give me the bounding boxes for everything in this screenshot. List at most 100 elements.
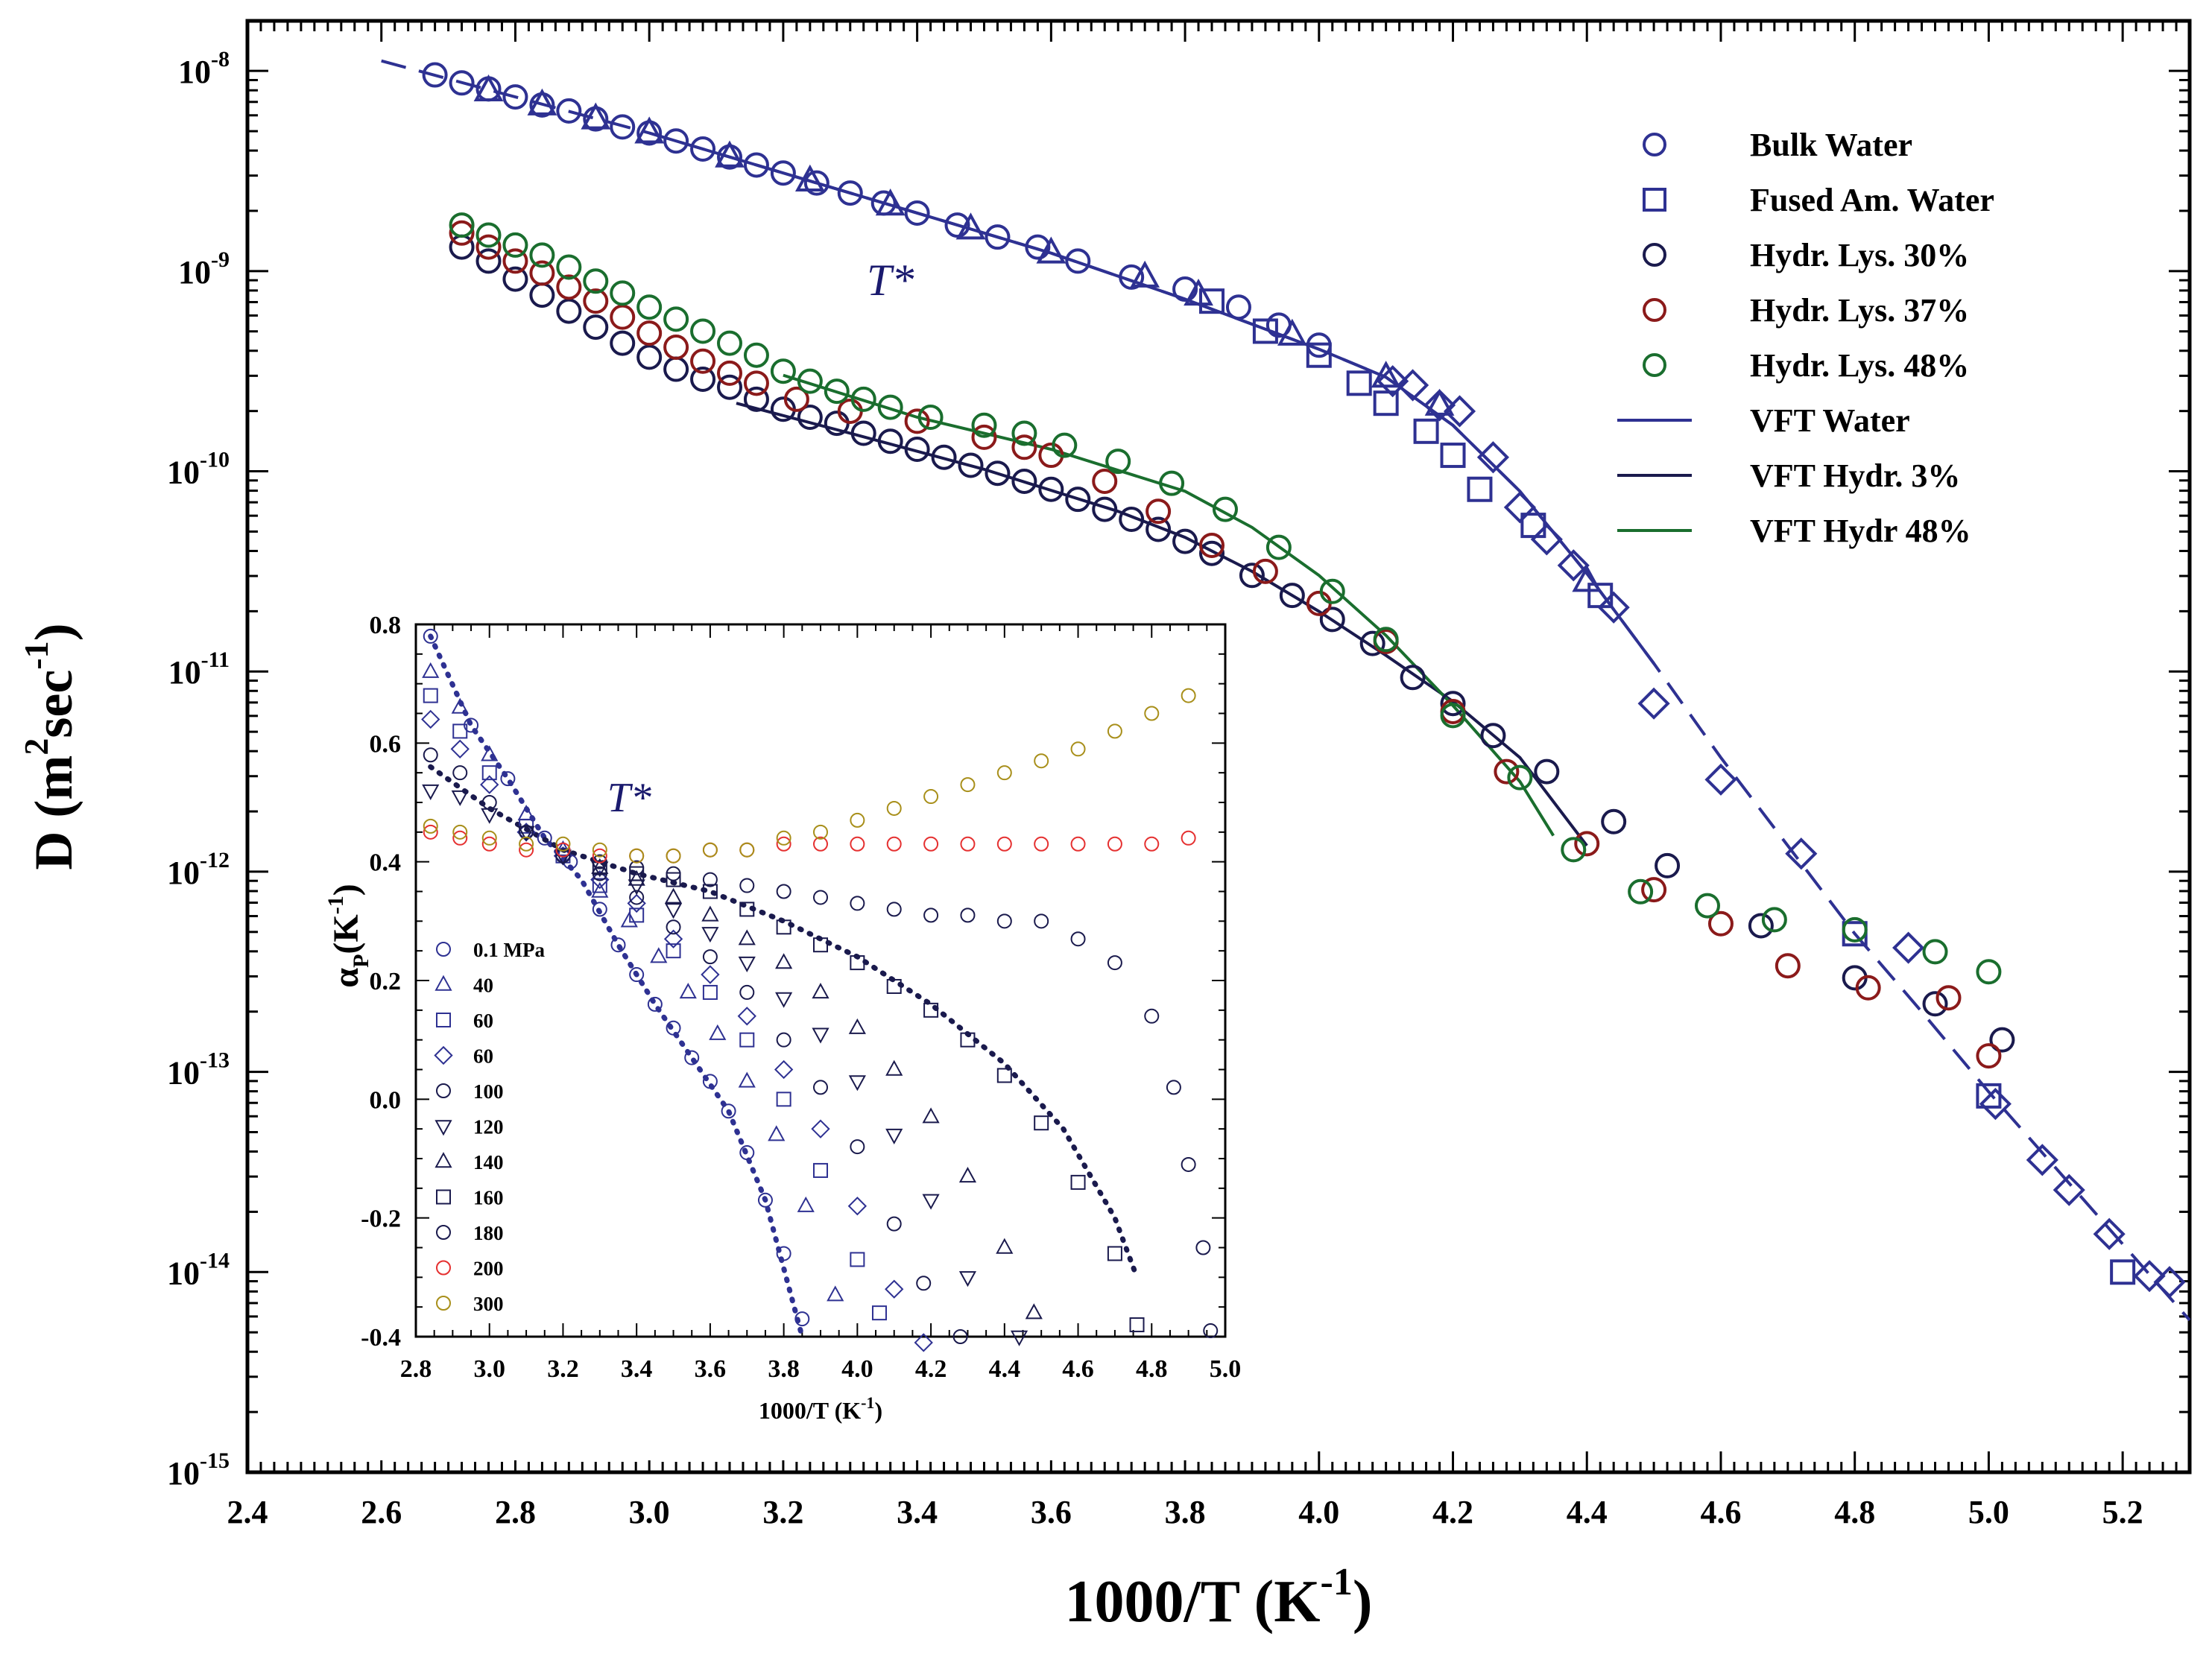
inset-data-point (886, 902, 902, 917)
data-point (502, 84, 528, 110)
inset-legend-label: 40 (473, 975, 493, 997)
main-t-star-annotation: T* (867, 256, 914, 305)
inset-data-point (922, 1194, 940, 1210)
inset-data-point (481, 765, 497, 781)
inset-data-point (1107, 955, 1122, 971)
data-point (610, 304, 636, 330)
inset-y-axis-title: αP(K-1) (323, 884, 373, 987)
inset-data-point (916, 1276, 932, 1291)
legend-marker (1643, 298, 1666, 322)
inset-data-point (960, 1032, 976, 1048)
inset-legend-marker (436, 1296, 451, 1311)
inset-data-point (452, 824, 468, 840)
inset-data-point (450, 739, 470, 758)
data-point (824, 378, 850, 405)
inset-data-point (1070, 741, 1086, 757)
inset-x-tick-label: 4.8 (1136, 1355, 1168, 1383)
inset-data-point (958, 1167, 977, 1183)
data-point (1707, 910, 1734, 937)
data-point (770, 358, 796, 384)
data-point (610, 330, 636, 356)
data-point (663, 306, 689, 332)
inset-data-point (423, 628, 438, 644)
inset-legend-marker (434, 1120, 452, 1136)
x-axis-title: 1000/T (K-1) (1065, 1561, 1373, 1635)
inset-data-point (813, 1080, 828, 1095)
inset-legend-marker (434, 1152, 452, 1168)
inset-data-point (1070, 931, 1086, 947)
inset-data-point (776, 884, 791, 899)
inset-data-point (500, 771, 516, 787)
inset-data-point (422, 662, 440, 678)
legend-label: VFT Hydr. 3% (1750, 457, 1960, 494)
legend-label: Hydr. Lys. 48% (1750, 347, 1969, 384)
main-plot: 2.4 2.6 2.8 3.0 3.2 3.4 3.6 3.8 4.0 4.2 4.4 4.6 4.8 5… (17, 19, 2192, 1635)
series-group (449, 212, 2002, 985)
data-point (1641, 877, 1667, 903)
data-point (1252, 558, 1278, 584)
inset-data-point (1010, 1330, 1028, 1346)
inset-data-point (1181, 830, 1196, 846)
series-group (422, 62, 1332, 358)
inset-data-point (1144, 706, 1160, 721)
y-tick-label: 10-12 (167, 848, 230, 891)
data-point (955, 212, 986, 240)
inset-data-point (996, 836, 1012, 852)
data-point (1989, 1027, 2015, 1053)
fit-line (736, 402, 1588, 847)
inset-data-point (592, 848, 607, 864)
inset-t-star-annotation: T* (607, 775, 651, 821)
inset-data-point (592, 902, 607, 917)
data-point (1011, 420, 1037, 446)
data-point (1423, 389, 1456, 422)
inset-data-point (481, 808, 499, 824)
inset-data-point (996, 913, 1012, 929)
data-point (1159, 470, 1185, 496)
inset-y-tick-label: -0.2 (361, 1206, 401, 1233)
data-point (1892, 931, 1925, 964)
x-tick-label: 4.2 (1432, 1494, 1473, 1530)
data-point (1507, 764, 1533, 791)
data-point (2133, 1260, 2166, 1293)
x-tick-label: 2.8 (495, 1494, 536, 1530)
data-point (1239, 563, 1265, 589)
data-point (1440, 443, 1466, 469)
x-tick-label: 4.4 (1567, 1494, 1608, 1530)
data-point (1038, 476, 1064, 502)
inset-data-point (813, 824, 828, 840)
data-point (1785, 837, 1818, 870)
inset-legend-label: 180 (473, 1222, 504, 1244)
data-point (1199, 532, 1225, 558)
inset-data-point (629, 866, 645, 881)
data-point (1346, 370, 1372, 396)
data-point (1761, 907, 1787, 933)
inset-y-tick-label: 0.0 (370, 1086, 402, 1114)
data-point (917, 405, 944, 431)
data-point (1597, 591, 1630, 624)
data-point (1377, 365, 1409, 398)
data-point (636, 344, 663, 370)
data-point (971, 412, 997, 438)
inset-data-point (1129, 1317, 1145, 1333)
inset-data-point (996, 765, 1012, 781)
inset-data-point (1144, 836, 1160, 852)
data-point (958, 452, 984, 478)
inset-x-tick-label: 3.0 (473, 1355, 505, 1383)
data-point (1424, 388, 1455, 416)
inset-legend-label: 60 (473, 1045, 493, 1068)
data-point (1855, 975, 1881, 1001)
inset-data-point (702, 872, 718, 887)
data-point (663, 128, 689, 154)
inset-data-point (650, 947, 668, 963)
data-point (1476, 441, 1510, 474)
inset-data-point (812, 983, 829, 999)
inset-legend-label: 140 (473, 1151, 504, 1173)
data-point (1265, 534, 1292, 560)
data-point (2026, 1144, 2058, 1176)
inset-data-point (620, 911, 638, 928)
y-tick-label: 10-9 (178, 247, 230, 291)
data-point (636, 294, 663, 320)
series-group (449, 220, 2002, 1069)
data-point (875, 189, 906, 216)
y-tick-label: 10-13 (167, 1048, 230, 1092)
